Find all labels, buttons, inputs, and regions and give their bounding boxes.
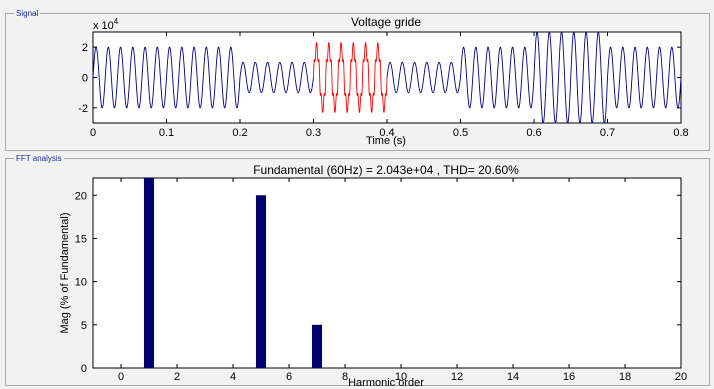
signal-x-tick-label: 0.7 — [600, 127, 615, 139]
signal-x-tick-label: 0.4 — [379, 127, 394, 139]
signal-series-segment — [533, 31, 608, 124]
signal-series-segment — [386, 61, 461, 94]
signal-chart-title: Voltage gride — [351, 15, 421, 29]
signal-series-segment — [607, 46, 682, 109]
fft-panel-title: FFT analysis — [14, 154, 64, 163]
signal-panel-title: Signal — [14, 9, 41, 18]
signal-y-tick-label: -2 — [78, 103, 88, 115]
signal-x-tick-label: 0.8 — [673, 127, 688, 139]
signal-y-tick-label: 0 — [82, 73, 88, 85]
signal-y-tick-label: 2 — [82, 42, 88, 54]
signal-y-multiplier-exponent: 4 — [114, 17, 119, 26]
signal-series-segment — [313, 42, 388, 113]
signal-series-segment — [460, 46, 535, 109]
signal-y-multiplier: x 104 — [93, 17, 119, 32]
signal-x-tick-label: 0 — [90, 127, 96, 139]
signal-x-tick-label: 0.3 — [306, 127, 321, 139]
signal-series-segment — [239, 61, 314, 94]
signal-x-axis-label: Time (s) — [366, 135, 406, 147]
signal-series-segment — [92, 46, 241, 109]
signal-x-tick-label: 0.6 — [526, 127, 541, 139]
signal-x-tick-label: 0.5 — [453, 127, 468, 139]
signal-x-tick-label: 0.2 — [232, 127, 247, 139]
signal-x-tick-label: 0.1 — [159, 127, 174, 139]
